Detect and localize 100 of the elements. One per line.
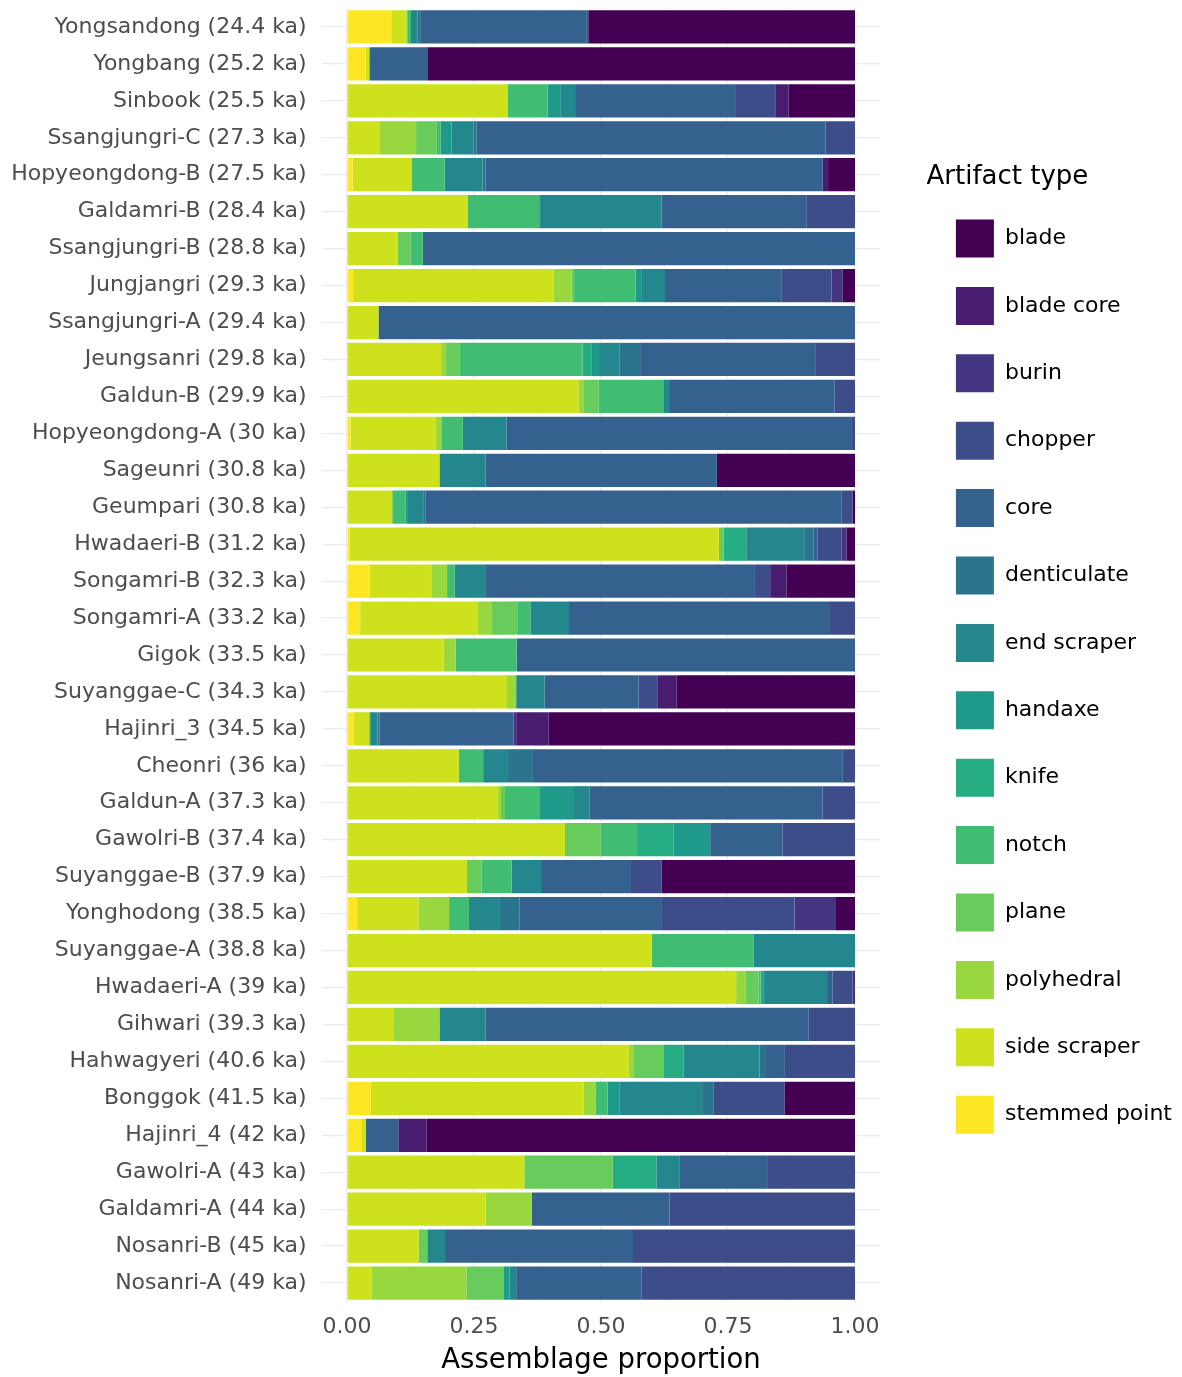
bar bbox=[482, 158, 486, 192]
x-axis-title: Assemblage proportion bbox=[441, 1341, 761, 1374]
bar bbox=[509, 1266, 517, 1300]
bar bbox=[702, 1081, 714, 1115]
y-tick-label: Suyanggae-A (38.8 ka) bbox=[54, 936, 307, 962]
bar bbox=[485, 453, 717, 487]
bar bbox=[347, 490, 393, 524]
bar bbox=[353, 268, 554, 303]
bar bbox=[347, 675, 508, 709]
bar bbox=[392, 490, 406, 524]
bar bbox=[378, 305, 855, 340]
bar bbox=[524, 1155, 613, 1189]
bar bbox=[637, 823, 674, 857]
bar bbox=[794, 896, 836, 931]
bar bbox=[499, 896, 520, 931]
bar bbox=[553, 268, 572, 303]
bar bbox=[347, 305, 379, 340]
bar bbox=[852, 490, 855, 524]
y-tick-label: Hopyeongdong-B (27.5 ka) bbox=[11, 160, 307, 186]
legend-label: handaxe bbox=[1004, 696, 1100, 722]
bar bbox=[420, 10, 587, 44]
bar bbox=[600, 823, 638, 857]
bar bbox=[788, 84, 855, 118]
bar bbox=[641, 268, 666, 303]
bar bbox=[541, 860, 631, 894]
bar bbox=[418, 1229, 428, 1263]
x-tick-label: 1.00 bbox=[830, 1313, 880, 1339]
bar bbox=[462, 416, 507, 450]
y-tick-label: Cheonri (36 ka) bbox=[136, 751, 307, 777]
legend-title: Artifact type bbox=[926, 159, 1089, 190]
bar bbox=[370, 1081, 584, 1115]
bar bbox=[352, 158, 413, 192]
y-tick-label: Suyanggae-B (37.9 ka) bbox=[55, 862, 307, 888]
bar bbox=[507, 84, 548, 118]
bar bbox=[829, 601, 855, 635]
bar bbox=[473, 121, 477, 155]
bar bbox=[440, 342, 447, 377]
bar bbox=[619, 1081, 703, 1115]
bar bbox=[511, 860, 542, 894]
bar bbox=[418, 896, 450, 931]
bar bbox=[483, 749, 509, 783]
legend-label: plane bbox=[1004, 898, 1066, 924]
bar bbox=[411, 10, 418, 44]
bar bbox=[347, 823, 565, 857]
bar bbox=[516, 712, 549, 746]
bar bbox=[781, 268, 832, 303]
bar bbox=[361, 1118, 366, 1152]
bar bbox=[391, 10, 407, 44]
bar bbox=[713, 1081, 785, 1115]
bar bbox=[786, 564, 855, 598]
bar bbox=[398, 1118, 427, 1152]
bar bbox=[410, 232, 423, 266]
bar bbox=[710, 823, 783, 857]
bar bbox=[540, 195, 662, 229]
bar bbox=[669, 1192, 855, 1226]
legend-label: stemmed point bbox=[1004, 1100, 1173, 1126]
bar bbox=[588, 10, 855, 44]
bar bbox=[638, 675, 658, 709]
bar bbox=[347, 1118, 362, 1152]
legend-label: denticulate bbox=[1004, 561, 1129, 587]
y-tick-label: Yonghodong (38.5 ka) bbox=[65, 899, 307, 925]
bar bbox=[347, 268, 354, 303]
bar bbox=[446, 342, 460, 377]
bar bbox=[449, 896, 469, 931]
y-tick-label: Nosanri-A (49 ka) bbox=[115, 1268, 307, 1294]
bar bbox=[349, 527, 719, 561]
bar bbox=[641, 1266, 855, 1300]
bar bbox=[842, 268, 855, 303]
bar bbox=[447, 564, 455, 598]
bar bbox=[531, 1192, 670, 1226]
y-tick-label: Galdun-A (37.3 ka) bbox=[99, 788, 307, 814]
bar bbox=[422, 232, 855, 266]
bar bbox=[656, 1155, 680, 1189]
bar bbox=[804, 527, 814, 561]
bar bbox=[451, 121, 474, 155]
bar bbox=[822, 158, 829, 192]
y-tick-label: Hahwagyeri (40.6 ka) bbox=[69, 1047, 307, 1073]
y-tick-label: Songamri-A (33.2 ka) bbox=[72, 603, 307, 629]
bar bbox=[485, 158, 823, 192]
y-tick-label: Jungjangri (29.3 ka) bbox=[87, 271, 307, 297]
bar bbox=[842, 749, 855, 783]
bar bbox=[575, 84, 736, 118]
bar bbox=[832, 970, 853, 1005]
bar bbox=[547, 84, 561, 118]
bar bbox=[435, 416, 442, 450]
y-tick-label: Sinbook (25.5 ka) bbox=[112, 86, 307, 112]
bar bbox=[532, 749, 843, 783]
bar bbox=[347, 1044, 629, 1078]
bar bbox=[815, 342, 855, 377]
bar bbox=[607, 1081, 620, 1115]
bar bbox=[784, 1081, 855, 1115]
y-tick-label: Gihwari (39.3 ka) bbox=[116, 1010, 307, 1036]
legend-label: side scraper bbox=[1004, 1033, 1141, 1059]
bar bbox=[516, 675, 545, 709]
bar bbox=[467, 195, 541, 229]
bar bbox=[628, 1044, 635, 1078]
bar bbox=[476, 121, 826, 155]
legend-label: notch bbox=[1004, 830, 1067, 856]
bar bbox=[765, 1044, 785, 1078]
bar bbox=[407, 10, 412, 44]
